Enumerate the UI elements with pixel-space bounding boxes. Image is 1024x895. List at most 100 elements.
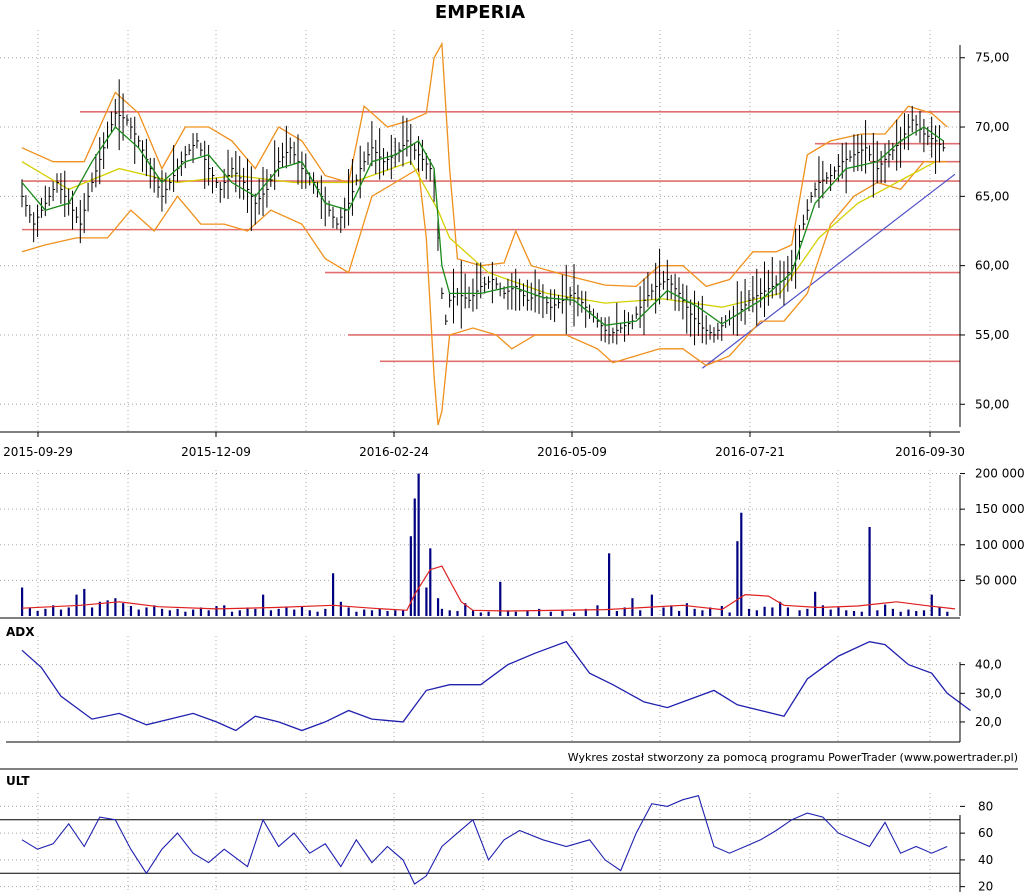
volume-bar xyxy=(324,608,327,616)
adx-y-tick-label: 40,0 xyxy=(975,658,1002,672)
volume-bar xyxy=(308,610,311,616)
volume-bar xyxy=(285,607,288,616)
moving-average-long-line xyxy=(21,160,936,308)
volume-bar xyxy=(623,607,626,616)
volume-bar xyxy=(44,608,47,616)
volume-bar xyxy=(740,512,743,616)
volume-bar xyxy=(176,608,179,616)
volume-bar xyxy=(145,607,148,616)
ult-panel-label: ULT xyxy=(6,774,30,788)
volume-bar xyxy=(487,611,490,616)
volume-bar xyxy=(106,600,109,616)
volume-bar xyxy=(378,608,381,616)
volume-bar xyxy=(137,609,140,616)
ult-y-tick-label: 40 xyxy=(978,853,993,867)
bollinger-upper-line xyxy=(21,41,948,288)
volume-bar xyxy=(262,594,265,616)
volume-average-line xyxy=(21,565,956,612)
price-y-tick-label: 75,00 xyxy=(975,51,1009,65)
volume-bar xyxy=(67,607,70,616)
volume-bar xyxy=(363,609,366,616)
volume-bar xyxy=(538,608,541,616)
ult-y-tick-label: 60 xyxy=(978,826,993,840)
volume-bar xyxy=(238,610,241,616)
volume-bar xyxy=(786,607,790,616)
volume-bar xyxy=(930,594,933,616)
price-y-tick-label: 60,00 xyxy=(975,259,1009,273)
volume-bar xyxy=(852,611,856,616)
price-x-tick-label: 2016-02-24 xyxy=(359,445,429,459)
volume-bar xyxy=(771,607,774,616)
volume-bar xyxy=(417,473,420,616)
volume-bar xyxy=(122,603,125,616)
volume-bar xyxy=(922,610,926,616)
volume-bar xyxy=(370,610,374,616)
volume-bar xyxy=(837,607,840,616)
volume-bar xyxy=(425,587,428,616)
volume-bar xyxy=(720,606,723,616)
volume-bar xyxy=(293,609,296,616)
volume-bar xyxy=(685,603,688,616)
volume-bar xyxy=(90,607,94,616)
volume-bar xyxy=(670,605,673,616)
volume-panel xyxy=(21,473,956,616)
volume-bar xyxy=(83,588,86,616)
volume-bar xyxy=(506,610,510,616)
price-panel xyxy=(21,41,960,426)
volume-bar xyxy=(339,601,342,616)
volume-bar xyxy=(561,611,564,616)
volume-bar xyxy=(514,611,517,616)
volume-bar xyxy=(98,601,101,616)
volume-bar xyxy=(413,498,416,616)
volume-bar xyxy=(755,610,758,616)
volume-bar xyxy=(316,611,319,616)
volume-y-tick-label: 150 000 xyxy=(975,502,1024,516)
volume-bar xyxy=(891,608,894,616)
chart-title: EMPERIA xyxy=(434,2,526,23)
volume-bar xyxy=(596,605,599,616)
volume-bar xyxy=(332,573,335,616)
volume-bar xyxy=(693,608,696,616)
volume-bar xyxy=(471,610,475,616)
adx-panel-label: ADX xyxy=(6,625,35,639)
volume-bar xyxy=(615,611,618,616)
volume-bar xyxy=(499,581,502,616)
volume-bar xyxy=(207,610,210,616)
volume-y-tick-label: 100 000 xyxy=(975,538,1024,552)
volume-bar xyxy=(779,601,782,616)
volume-bar xyxy=(456,611,459,616)
volume-bar xyxy=(168,610,171,616)
footer-credit: Wykres został stworzony za pomocą progra… xyxy=(567,751,1018,764)
volume-bar xyxy=(639,610,642,616)
ult-panel xyxy=(0,795,960,885)
volume-bar xyxy=(868,526,871,616)
volume-bar xyxy=(650,594,653,616)
volume-bar xyxy=(448,610,451,616)
volume-bar xyxy=(662,607,665,616)
ult-line xyxy=(21,795,948,885)
volume-bar xyxy=(884,604,887,616)
volume-bar xyxy=(464,603,467,616)
ult-y-tick-label: 20 xyxy=(978,880,993,894)
bollinger-lower-line xyxy=(21,161,948,426)
volume-bar xyxy=(184,611,187,616)
volume-bar xyxy=(526,610,529,616)
adx-panel xyxy=(21,640,971,732)
volume-bar xyxy=(129,606,133,616)
volume-bar xyxy=(269,610,272,616)
volume-bar xyxy=(845,610,848,616)
volume-bar xyxy=(355,611,358,616)
price-x-tick-label: 2016-07-21 xyxy=(715,445,785,459)
volume-bar xyxy=(584,608,587,616)
volume-bar xyxy=(36,611,39,616)
volume-bar xyxy=(223,605,226,616)
volume-bar xyxy=(821,605,825,616)
volume-bar xyxy=(915,611,918,616)
volume-bar xyxy=(215,606,218,616)
volume-bar xyxy=(300,606,304,616)
price-x-tick-label: 2016-05-09 xyxy=(537,445,607,459)
volume-bar xyxy=(814,591,817,616)
volume-bar xyxy=(114,598,117,616)
volume-bar xyxy=(631,598,634,616)
